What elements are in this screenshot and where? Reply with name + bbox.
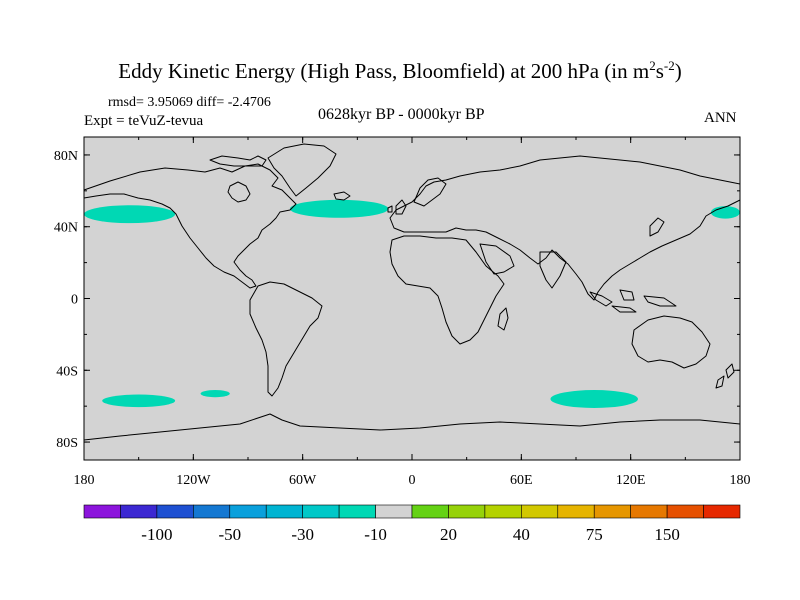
lon-label: 180 bbox=[74, 473, 95, 488]
colorbar-swatch bbox=[229, 504, 267, 519]
coastline-eurasia bbox=[389, 155, 741, 301]
colorbar-swatch bbox=[193, 504, 231, 519]
lon-label: 60E bbox=[510, 473, 533, 488]
stats-label: rmsd= 3.95069 diff= -2.4706 bbox=[108, 95, 271, 110]
lon-label: 0 bbox=[409, 473, 416, 488]
lat-label: 40N bbox=[54, 221, 78, 236]
coastline-scandinavia bbox=[413, 177, 447, 207]
colorbar-swatch bbox=[448, 504, 486, 519]
lat-label: 80S bbox=[56, 436, 78, 451]
colorbar-swatch bbox=[156, 504, 194, 519]
coastlines bbox=[83, 143, 741, 441]
coastline-greenland bbox=[267, 143, 337, 197]
title-close: ) bbox=[674, 59, 682, 83]
coastline-antarctica bbox=[83, 413, 741, 441]
lat-label: 80N bbox=[54, 149, 78, 164]
anomaly-region-north-atlantic bbox=[289, 199, 389, 218]
lon-label: 120E bbox=[616, 473, 646, 488]
coastline-arabia bbox=[479, 243, 515, 275]
lat-label: 0 bbox=[71, 293, 78, 308]
colorbar-swatch bbox=[83, 504, 121, 519]
colorbar-swatch bbox=[411, 504, 449, 519]
colorbar-label: 150 bbox=[654, 525, 680, 544]
colorbar-label: -50 bbox=[218, 525, 241, 544]
title-text: Eddy Kinetic Energy (High Pass, Bloomfie… bbox=[118, 59, 650, 83]
lon-label: 180 bbox=[730, 473, 751, 488]
anomaly-region-north-pacific-east bbox=[84, 205, 176, 224]
colorbar-swatch bbox=[484, 504, 522, 519]
colorbar-swatch bbox=[265, 504, 303, 519]
anomaly-region-south-pacific bbox=[102, 394, 176, 408]
colorbar-swatch bbox=[375, 504, 413, 519]
colorbar-label: 75 bbox=[586, 525, 603, 544]
title-sup-1: 2 bbox=[649, 58, 656, 73]
map-frame bbox=[83, 136, 741, 461]
colorbar-swatch bbox=[593, 504, 631, 519]
colorbar-label: -10 bbox=[364, 525, 387, 544]
colorbar: -100 -50 -30 -10 20 40 75 150 bbox=[83, 504, 741, 544]
colorbar-label: 40 bbox=[513, 525, 530, 544]
colorbar-swatch bbox=[521, 504, 559, 519]
coastline-iceland bbox=[333, 191, 351, 201]
coastline-south-america bbox=[249, 281, 323, 397]
lon-label: 120W bbox=[176, 473, 211, 488]
anomaly-regions bbox=[84, 199, 741, 408]
coastline-british-isles bbox=[387, 199, 407, 215]
period-label: 0628kyr BP - 0000kyr BP bbox=[318, 106, 485, 123]
colorbar-swatch bbox=[302, 504, 340, 519]
colorbar-label: 20 bbox=[440, 525, 457, 544]
season-label: ANN bbox=[704, 110, 737, 126]
coastline-north-america bbox=[83, 163, 297, 289]
coastline-new-zealand bbox=[715, 363, 735, 389]
anomaly-region-south-pacific-small bbox=[200, 390, 230, 398]
colorbar-swatch bbox=[703, 504, 741, 519]
coastline-hudson-bay bbox=[227, 181, 251, 203]
anomaly-region-north-pacific-west bbox=[710, 206, 741, 219]
colorbar-swatch bbox=[557, 504, 595, 519]
title-unit-s: s bbox=[655, 59, 664, 83]
coastline-africa bbox=[389, 235, 505, 345]
axis-ticks bbox=[83, 137, 741, 460]
colorbar-label: -30 bbox=[291, 525, 314, 544]
colorbar-swatch bbox=[120, 504, 158, 519]
coastline-madagascar bbox=[497, 307, 509, 331]
experiment-label: Expt = teVuZ-tevua bbox=[84, 113, 204, 129]
coastline-australia bbox=[631, 315, 711, 369]
coastline-arctic-islands bbox=[209, 155, 267, 167]
axis-labels: 80N 40N 0 40S 80S 180 120W 60W 0 60E 120E 180 bbox=[54, 149, 751, 488]
map-background bbox=[84, 137, 740, 460]
colorbar-swatch bbox=[338, 504, 376, 519]
colorbar-swatch bbox=[630, 504, 668, 519]
title-sup-2: -2 bbox=[663, 58, 675, 73]
colorbar-swatch bbox=[666, 504, 704, 519]
coastline-indonesia bbox=[589, 289, 677, 313]
plot-title: Eddy Kinetic Energy (High Pass, Bloomfie… bbox=[0, 58, 800, 84]
anomaly-region-south-indian bbox=[550, 390, 638, 408]
coastline-india bbox=[539, 251, 567, 289]
lat-label: 40S bbox=[56, 364, 78, 379]
colorbar-label: -100 bbox=[141, 525, 172, 544]
coastline-japan bbox=[649, 217, 665, 237]
lon-label: 60W bbox=[289, 473, 317, 488]
